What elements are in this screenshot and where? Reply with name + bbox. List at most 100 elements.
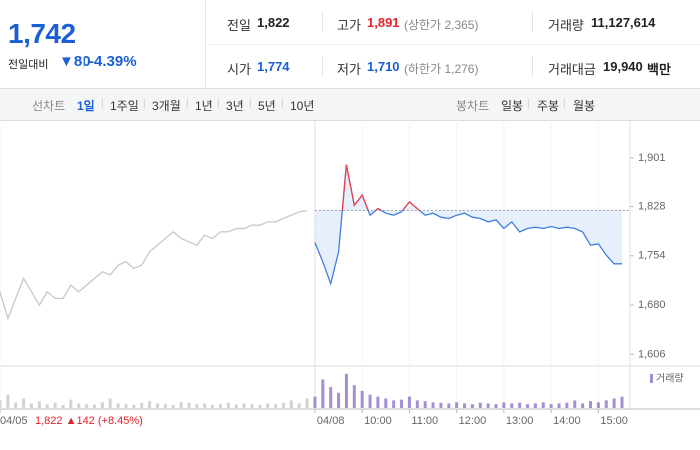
volume-bar xyxy=(518,402,522,408)
stat-label: 거래량 xyxy=(548,18,584,33)
y-tick-label: 1,828 xyxy=(638,200,666,212)
current-price: 1,742 xyxy=(8,18,76,49)
tab[interactable]: 일봉 xyxy=(501,99,524,113)
volume-bar xyxy=(573,400,577,408)
area-fill xyxy=(314,164,622,284)
volume-bar xyxy=(124,404,128,408)
price-line-up xyxy=(341,164,421,211)
volume-bar xyxy=(549,404,553,408)
y-tick-label: 1,606 xyxy=(638,348,666,360)
volume-bar xyxy=(179,401,183,408)
volume-bar xyxy=(163,404,167,408)
stat-label: 전일 xyxy=(227,18,251,33)
volume-bar xyxy=(281,402,285,408)
volume-bar xyxy=(589,401,593,408)
volume-bar xyxy=(447,403,451,408)
volume-bar xyxy=(274,404,278,408)
volume-bar xyxy=(392,400,396,408)
volume-bar xyxy=(234,404,238,408)
volume-bar xyxy=(0,400,2,408)
y-tick-label: 1,901 xyxy=(638,152,666,164)
change-rate: -4.39% xyxy=(89,53,137,70)
volume-bar xyxy=(407,396,411,408)
tab[interactable]: 5년 xyxy=(258,99,276,113)
stat-value: 1,822 xyxy=(257,15,290,30)
stat-value: 19,940 xyxy=(603,59,643,74)
change: ▼80 xyxy=(59,53,91,70)
y-tick-label: 1,754 xyxy=(638,250,666,262)
tab[interactable]: 주봉 xyxy=(537,99,560,113)
stat-label: 저가 xyxy=(337,62,361,77)
x-tick-label: 11:00 xyxy=(411,415,438,427)
volume-bar xyxy=(242,403,246,408)
stat-value: 1,891 xyxy=(367,15,400,30)
chart: 1,822 ▲142 (+8.45%) 1,901 1,828 1,754 1,680… xyxy=(0,120,700,427)
volume-bar xyxy=(533,403,537,408)
tab[interactable]: 3년 xyxy=(226,99,244,113)
tab[interactable]: 월봉 xyxy=(573,99,596,113)
volume-bar xyxy=(384,398,388,408)
tab-separator: | xyxy=(563,98,566,109)
stat-value: 1,774 xyxy=(257,59,290,74)
volume-bar xyxy=(557,403,561,408)
volume-bar xyxy=(400,399,404,408)
tab[interactable]: 1년 xyxy=(195,99,213,113)
volume-bar xyxy=(596,402,600,408)
volume-bar xyxy=(368,394,372,408)
volume-bar xyxy=(250,404,254,408)
change-label: 전일대비 xyxy=(8,59,49,71)
tab-separator: | xyxy=(249,98,252,109)
volume-bar xyxy=(360,390,364,408)
volume-bar xyxy=(321,379,325,408)
volume-bar xyxy=(108,398,112,408)
volume-bar xyxy=(195,404,199,408)
x-tick-label: 14:00 xyxy=(553,415,581,427)
volume-bar xyxy=(510,403,514,408)
volume-bar xyxy=(329,387,333,408)
volume-bar xyxy=(604,400,608,408)
annotation: 1,822 ▲142 (+8.45%) xyxy=(35,415,143,427)
volume-bar xyxy=(53,402,57,408)
stat-note: (하한가 1,276) xyxy=(404,62,479,76)
volume-bar xyxy=(526,404,530,408)
volume-bar xyxy=(85,404,89,408)
tab[interactable]: 3개월 xyxy=(152,99,181,113)
tab-separator: | xyxy=(217,98,220,109)
volume-bar xyxy=(226,402,230,408)
stat-value: 1,710 xyxy=(367,59,400,74)
volume-bar xyxy=(337,392,341,408)
tab-separator: | xyxy=(101,98,104,109)
stat-label: 거래대금 xyxy=(548,62,596,77)
volume-bar xyxy=(620,396,624,408)
row-divider xyxy=(206,44,700,45)
volume-bar xyxy=(92,404,96,408)
volume-bar xyxy=(470,404,474,408)
volume-bar xyxy=(29,403,33,408)
price-line xyxy=(0,209,308,321)
volume-bar xyxy=(463,403,467,408)
volume-bar xyxy=(541,402,545,408)
tab[interactable]: 1주일 xyxy=(110,99,139,113)
volume-bar xyxy=(69,399,73,408)
tab-separator: | xyxy=(143,98,146,109)
volume-bar xyxy=(211,404,215,408)
price-panel: 1,742 전일대비 ▼80 | -4.39% xyxy=(0,0,206,88)
volume-bar xyxy=(258,404,262,408)
tab-separator: | xyxy=(527,98,530,109)
col-divider xyxy=(322,12,323,32)
volume-bar xyxy=(45,404,49,408)
volume-bar xyxy=(565,402,569,408)
volume-bar xyxy=(502,402,506,408)
volume-bar xyxy=(581,403,585,408)
tab-group-label: 선차트 xyxy=(32,99,66,113)
volume-bar xyxy=(494,404,498,408)
volume-bar xyxy=(289,400,293,408)
volume-bar xyxy=(100,402,104,408)
tab[interactable]: 1일 xyxy=(77,99,95,113)
volume-bar xyxy=(478,402,482,408)
tab[interactable]: 10년 xyxy=(290,99,315,113)
tab-separator: | xyxy=(281,98,284,109)
tab-separator: | xyxy=(186,98,189,109)
x-tick-label: 12:00 xyxy=(459,415,487,427)
